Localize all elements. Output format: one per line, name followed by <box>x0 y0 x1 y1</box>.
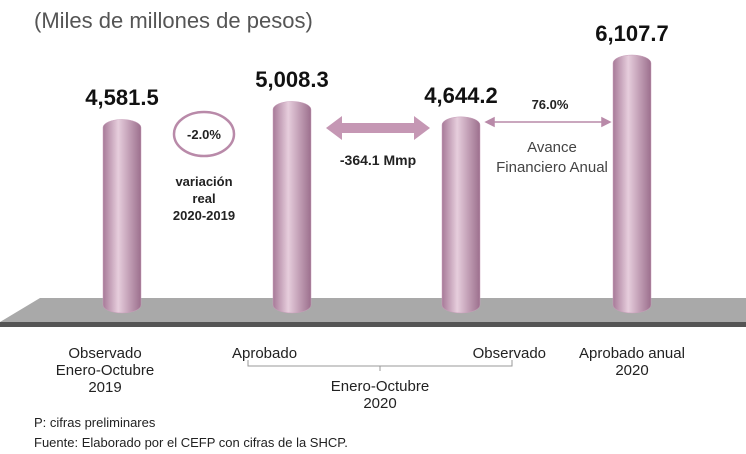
floor-edge <box>0 322 746 327</box>
floor <box>0 298 746 322</box>
arrow-difference <box>326 116 430 140</box>
group-label: Enero-Octubre 2020 <box>330 378 430 412</box>
bar <box>441 116 481 314</box>
annotation: -2.0% <box>187 127 221 142</box>
annotation: variación real 2020-2019 <box>172 174 236 223</box>
note: Fuente: Elaborado por el CEFP con cifras… <box>34 435 348 450</box>
value-label: 6,107.7 <box>595 21 669 46</box>
subtitle: (Miles de millones de pesos) <box>34 8 313 33</box>
variation-ring <box>172 110 236 158</box>
x-tick-label: Observado <box>472 345 546 362</box>
annotation: 76.0% <box>531 97 569 112</box>
bar <box>612 54 652 314</box>
bar <box>272 101 312 314</box>
group-bracket <box>247 360 513 371</box>
value-label: 5,008.3 <box>255 67 329 93</box>
annotation: Avance Financiero Anual <box>496 139 608 176</box>
x-tick-label: Aprobado <box>232 345 298 362</box>
value-label: 4,581.5 <box>85 85 159 111</box>
bar <box>102 119 142 314</box>
note: P: cifras preliminares <box>34 415 156 430</box>
annotation: -364.1 Mmp <box>339 152 417 168</box>
arrow-advance <box>484 116 612 128</box>
value-label: 4,644.2 <box>424 82 498 108</box>
x-tick-label: Aprobado anual 2020 <box>579 345 685 379</box>
x-tick-label: Observado Enero-Octubre 2019 <box>55 345 155 396</box>
